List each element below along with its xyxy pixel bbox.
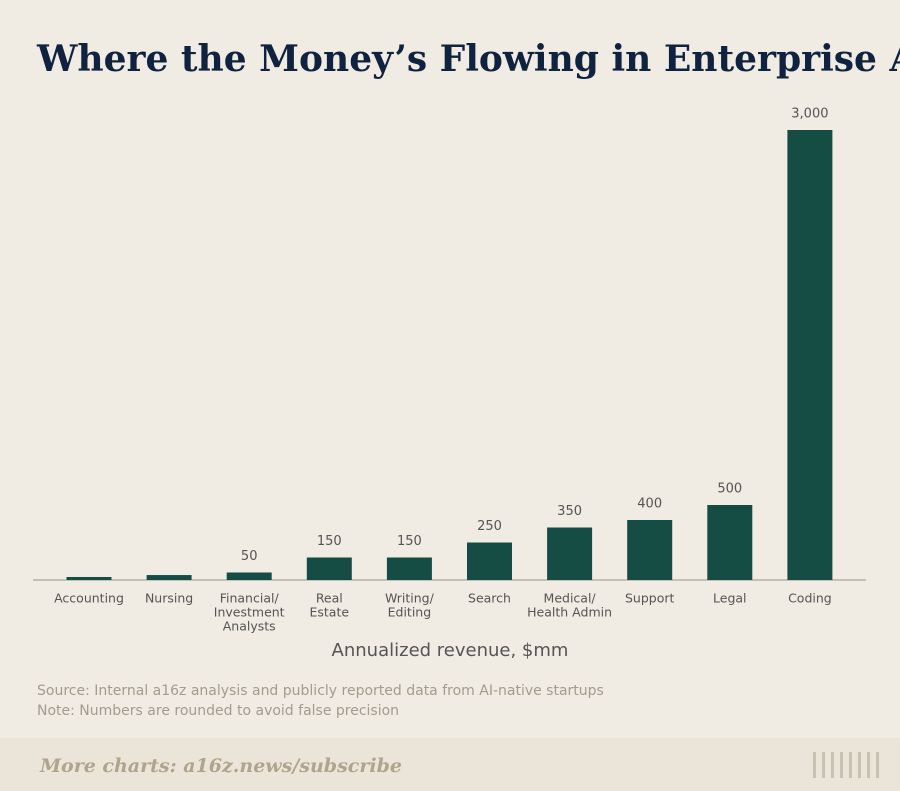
footer-band: [0, 738, 900, 791]
data-label: 150: [317, 534, 342, 549]
footer-link[interactable]: More charts: a16z.news/subscribe: [39, 755, 402, 777]
bar: [467, 542, 512, 580]
bar: [146, 575, 192, 580]
bar: [226, 572, 272, 580]
x-tick-label: Coding: [788, 591, 832, 606]
x-tick-label: Nursing: [145, 591, 193, 606]
bar: [707, 505, 753, 580]
x-tick-label: Estate: [310, 605, 350, 620]
bar: [787, 130, 833, 580]
x-tick-label: Legal: [713, 591, 747, 606]
x-tick-label: Search: [468, 591, 511, 606]
x-tick-label: Health Admin: [527, 605, 612, 620]
bar: [386, 557, 432, 580]
x-tick-label: Investment: [214, 605, 285, 620]
x-tick-label: Financial/: [220, 591, 280, 606]
data-label: 350: [557, 504, 582, 519]
bar: [547, 527, 593, 580]
x-tick-label: Accounting: [54, 591, 124, 606]
x-tick-label: Analysts: [223, 619, 276, 634]
note: Note: Numbers are rounded to avoid false…: [37, 703, 399, 719]
bar: [627, 520, 673, 580]
bar: [306, 557, 352, 580]
data-label: 3,000: [791, 107, 828, 122]
data-label: 500: [717, 482, 742, 497]
chart-title: Where the Money’s Flowing in Enterprise …: [36, 38, 900, 80]
x-tick-label: Real: [316, 591, 343, 606]
bar: [66, 577, 112, 580]
logo: [813, 752, 879, 778]
data-label: 150: [397, 534, 422, 549]
x-tick-label: Writing/: [385, 591, 435, 606]
x-tick-label: Medical/: [544, 591, 597, 606]
x-tick-label: Support: [625, 591, 675, 606]
data-label: 250: [477, 519, 502, 534]
source-note: Source: Internal a16z analysis and publi…: [37, 683, 604, 699]
x-axis-label: Annualized revenue, $mm: [332, 640, 569, 661]
x-tick-label: Editing: [388, 605, 432, 620]
data-label: 50: [241, 549, 258, 564]
data-label: 400: [637, 497, 662, 512]
